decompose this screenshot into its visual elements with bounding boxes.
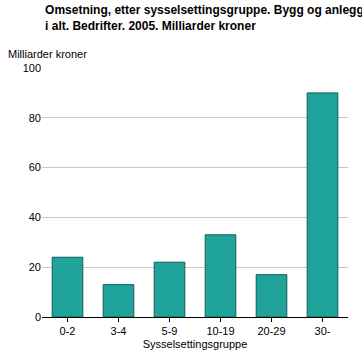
- svg-text:60: 60: [29, 161, 41, 173]
- svg-text:30-: 30-: [315, 325, 331, 337]
- svg-text:100: 100: [23, 62, 41, 74]
- svg-text:0-2: 0-2: [60, 325, 76, 337]
- svg-text:10-19: 10-19: [206, 325, 234, 337]
- svg-text:Sysselsettingsgruppe: Sysselsettingsgruppe: [143, 338, 248, 350]
- svg-text:5-9: 5-9: [162, 325, 178, 337]
- svg-text:Milliarder kroner: Milliarder kroner: [8, 48, 87, 60]
- svg-text:80: 80: [29, 112, 41, 124]
- svg-text:20: 20: [29, 261, 41, 273]
- svg-text:3-4: 3-4: [111, 325, 127, 337]
- svg-text:Omsetning, etter sysselsetting: Omsetning, etter sysselsettingsgruppe. B…: [45, 3, 362, 33]
- svg-text:40: 40: [29, 211, 41, 223]
- svg-text:20-29: 20-29: [257, 325, 285, 337]
- svg-text:0: 0: [35, 311, 41, 323]
